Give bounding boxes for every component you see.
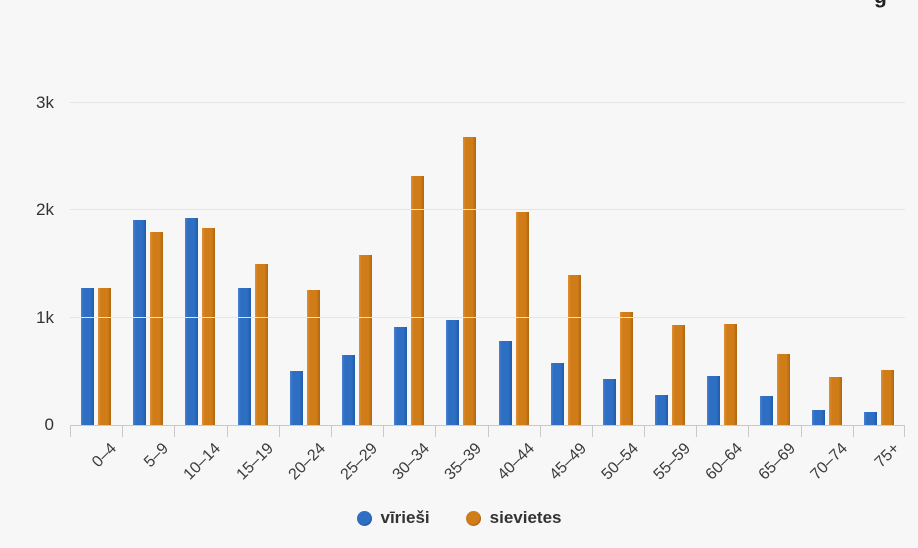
bar-sievietes[interactable]: [98, 288, 112, 425]
legend-item-sievietes[interactable]: sievietes: [465, 508, 562, 528]
bar-viriesi[interactable]: [81, 288, 95, 425]
bar-sievietes[interactable]: [567, 274, 581, 425]
bar-group: [227, 55, 279, 425]
bar-group: [853, 55, 905, 425]
bar-group: [70, 55, 122, 425]
bar-viriesi[interactable]: [655, 394, 669, 425]
x-axis-tick: [278, 426, 280, 437]
bar-group: [174, 55, 226, 425]
bar-viriesi[interactable]: [863, 412, 877, 425]
bars-layer: [70, 55, 905, 425]
bar-group: [279, 55, 331, 425]
bar-group: [540, 55, 592, 425]
gridline: [70, 316, 905, 318]
y-axis-tick-label: 1k: [36, 307, 54, 327]
bar-viriesi[interactable]: [446, 319, 460, 425]
bar-group: [435, 55, 487, 425]
gridline: [70, 209, 905, 210]
bar-viriesi[interactable]: [185, 217, 199, 425]
bar-sievietes[interactable]: [463, 136, 477, 425]
bar-sievietes[interactable]: [202, 228, 216, 425]
bar-group: [122, 55, 174, 425]
bar-sievietes[interactable]: [306, 289, 320, 425]
bar-viriesi[interactable]: [759, 395, 773, 425]
y-axis-tick-label: 0: [44, 415, 54, 434]
x-axis-tick: [330, 426, 332, 437]
x-axis-tick: [122, 426, 124, 437]
plot-area: [70, 55, 905, 437]
bar-group: [801, 55, 853, 425]
bar-viriesi[interactable]: [133, 219, 147, 425]
bar-sievietes[interactable]: [724, 323, 738, 425]
bar-group: [748, 55, 800, 425]
bar-sievietes[interactable]: [776, 354, 790, 425]
x-axis-tick: [539, 426, 541, 437]
bar-group: [383, 55, 435, 425]
y-axis-tick-label: 2k: [36, 200, 54, 219]
legend-item-label: vīrieši: [380, 508, 430, 527]
legend-marker-icon: [356, 510, 372, 526]
bar-viriesi[interactable]: [342, 355, 356, 425]
x-axis-tick: [487, 426, 489, 437]
x-axis-tick: [591, 426, 593, 437]
bar-group: [488, 55, 540, 425]
bar-sievietes[interactable]: [411, 175, 425, 425]
x-axis-tick: [644, 426, 646, 437]
bar-sievietes[interactable]: [150, 231, 164, 425]
clipped-title-glyph: ģ: [874, 0, 887, 9]
bar-viriesi[interactable]: [394, 327, 408, 425]
bar-group: [592, 55, 644, 425]
clipped-title-fragment: ģ: [866, 0, 910, 9]
bar-viriesi[interactable]: [237, 288, 251, 425]
chart-legend: vīrieši sievietes: [0, 508, 918, 528]
x-axis-tick: [696, 426, 698, 437]
bar-sievietes[interactable]: [359, 255, 373, 425]
bar-sievietes[interactable]: [880, 370, 894, 425]
x-axis-tick: [800, 426, 802, 437]
bar-sievietes[interactable]: [619, 312, 633, 425]
bar-sievietes[interactable]: [828, 376, 842, 425]
legend-item-viriesi[interactable]: vīrieši: [356, 508, 430, 528]
bar-viriesi[interactable]: [811, 409, 825, 425]
bar-group: [644, 55, 696, 425]
x-axis-tick: [174, 426, 176, 437]
x-axis-tick: [70, 426, 71, 437]
x-axis-tick: [435, 426, 437, 437]
bar-viriesi[interactable]: [289, 371, 303, 425]
bar-sievietes[interactable]: [254, 263, 268, 425]
legend-marker-icon: [465, 510, 481, 526]
x-axis-tick: [226, 426, 228, 437]
bar-viriesi[interactable]: [707, 375, 721, 425]
bar-viriesi[interactable]: [498, 341, 512, 425]
bar-viriesi[interactable]: [550, 362, 564, 425]
x-axis-tick: [383, 426, 385, 437]
y-axis-tick-label: 3k: [36, 92, 54, 112]
bar-group: [696, 55, 748, 425]
bar-sievietes[interactable]: [672, 325, 686, 425]
legend-item-label: sievietes: [489, 508, 562, 527]
bar-group: [331, 55, 383, 425]
x-axis-tick: [904, 426, 905, 437]
x-axis-tick: [852, 426, 854, 437]
gridline: [70, 101, 905, 103]
x-axis-tick: [748, 426, 750, 437]
bar-sievietes[interactable]: [515, 212, 529, 425]
bar-viriesi[interactable]: [602, 378, 616, 425]
